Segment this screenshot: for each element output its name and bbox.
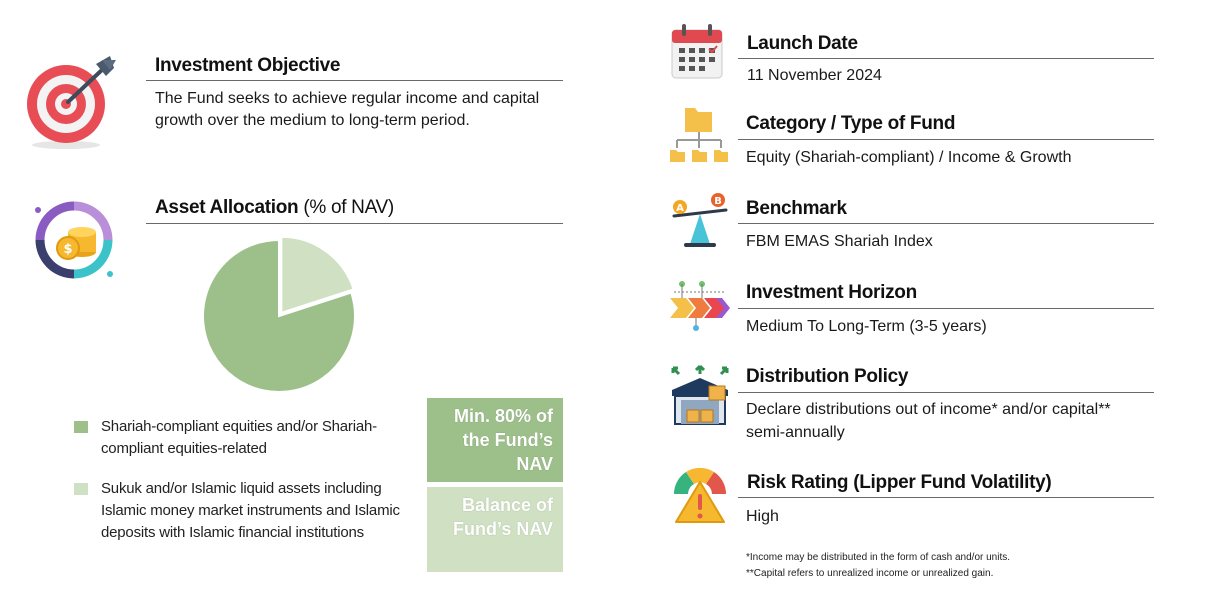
scale-letter-a: A [676,203,684,214]
scale-icon: A B [670,192,730,248]
horizon-heading: Investment Horizon [746,282,917,303]
objective-text: The Fund seeks to achieve regular income… [155,90,540,129]
warehouse-icon [669,364,731,426]
allocation-pie-chart [202,235,356,393]
allocation-heading-main: Asset Allocation [155,197,299,218]
footnote-income: *Income may be distributed in the form o… [746,552,1011,563]
legend-swatch-sukuk [74,483,88,495]
legend-label-equities: Shariah-compliant equities and/or Sharia… [101,418,377,457]
risk-heading: Risk Rating (Lipper Fund Volatility) [747,472,1052,493]
risk-divider [738,497,1154,498]
horizon-text: Medium To Long-Term (3-5 years) [746,318,987,335]
allocation-heading: Asset Allocation (% of NAV) [155,197,394,219]
allocation-heading-suffix: (% of NAV) [303,197,394,218]
launch-text: 11 November 2024 [747,67,882,84]
pie-slice-sukuk [280,235,355,315]
folder-tree-icon [669,106,729,164]
legend-swatch-equities [74,421,88,433]
category-text: Equity (Shariah-compliant) / Income & Gr… [746,149,1072,166]
distribution-text: Declare distributions out of income* and… [746,401,1111,441]
gauge-warning-icon [668,460,732,524]
balance-nav-box: Balance of Fund’s NAV [427,487,563,572]
launch-heading: Launch Date [747,33,858,54]
objective-heading: Investment Objective [155,55,341,76]
horizon-divider [738,308,1154,309]
pie-slice-equities [202,238,356,393]
timeline-arrows-icon [668,278,732,332]
min-80-nav-box: Min. 80% of the Fund’s NAV [427,398,563,482]
svg-text:$: $ [63,242,72,257]
risk-text: High [746,508,779,525]
target-icon [24,54,124,150]
footnote-capital: **Capital refers to unrealized income or… [746,568,994,579]
benchmark-text: FBM EMAS Shariah Index [746,233,933,250]
coins-icon: $ [32,198,116,282]
category-heading: Category / Type of Fund [746,113,956,134]
legend-label-sukuk: Sukuk and/or Islamic liquid assets inclu… [101,480,400,541]
allocation-divider [146,223,563,224]
objective-divider [146,80,563,81]
benchmark-heading: Benchmark [746,198,847,219]
distribution-divider [738,392,1154,393]
launch-divider [738,58,1154,59]
distribution-heading: Distribution Policy [746,366,909,387]
category-divider [738,139,1154,140]
benchmark-divider [738,223,1154,224]
scale-letter-b: B [714,196,722,207]
calendar-icon [670,22,726,80]
